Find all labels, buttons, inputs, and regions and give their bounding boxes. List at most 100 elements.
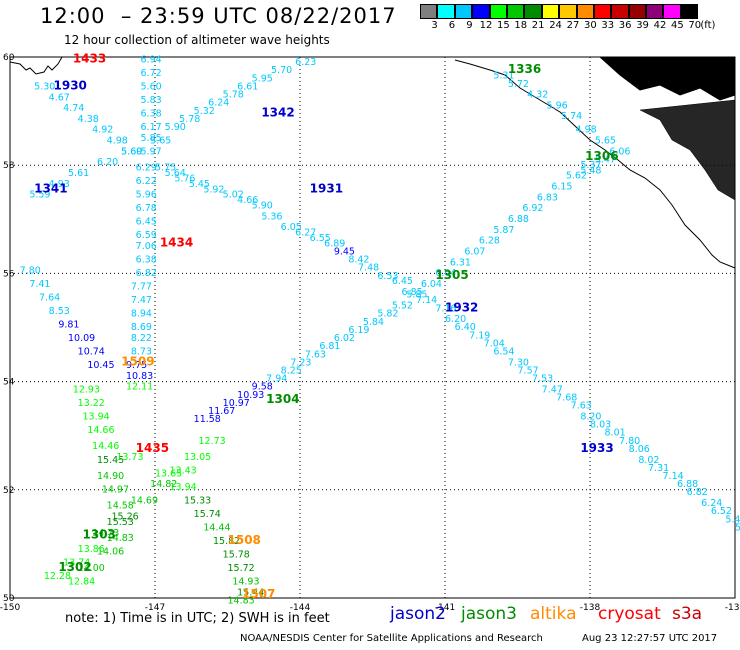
wave-height-value: 5.89 — [735, 522, 740, 533]
wave-height-value: 5.65 — [150, 136, 171, 147]
legend-swatch — [541, 4, 560, 19]
wave-height-value: 5.65 — [595, 136, 616, 147]
wave-height-value: 6.24 — [701, 498, 722, 509]
legend-tick-label: 3 — [431, 20, 438, 31]
wave-height-value: 14.83 — [107, 533, 134, 544]
legend-tick-label: 12 — [479, 20, 493, 31]
wave-height-value: 8.02 — [638, 455, 659, 466]
wave-height-value: 8.25 — [281, 365, 302, 376]
wave-height-value: 12.28 — [44, 571, 71, 582]
wave-height-value: 6.23 — [295, 57, 316, 68]
wave-height-value: 10.83 — [126, 371, 153, 382]
wave-height-value: 13.43 — [170, 466, 197, 477]
legend-tick-label: 6 — [448, 20, 456, 31]
wave-height-value: 7.31 — [648, 463, 669, 474]
page-title: 12:00 – 23:59 UTC 08/22/2017 — [40, 4, 397, 28]
wave-height-value: 5.60 — [141, 81, 162, 92]
wave-height-value: 8.22 — [131, 333, 152, 344]
pass-time-label: 1931 — [310, 181, 343, 195]
wave-height-value: 6.24 — [208, 98, 229, 109]
wave-height-value: 7.19 — [469, 330, 490, 341]
wave-height-value: 14.00 — [78, 563, 105, 574]
wave-height-value: 6.28 — [479, 236, 500, 247]
wave-height-value: 15.33 — [184, 495, 211, 506]
wave-height-value: 6.15 — [551, 182, 572, 193]
wave-height-value: 5.36 — [261, 211, 282, 222]
wave-height-value: 6.40 — [455, 322, 476, 333]
pass-time-label: 1434 — [160, 235, 193, 249]
generated-time: Aug 23 12:27:57 UTC 2017 — [582, 633, 718, 644]
coastline-alaska — [454, 59, 736, 269]
wave-height-value: 9.45 — [334, 246, 355, 257]
wave-height-value: 6.06 — [609, 146, 630, 157]
wave-height-value: 6.02 — [334, 333, 355, 344]
wave-height-value: 7.80 — [619, 436, 640, 447]
wave-height-value: 6.04 — [435, 268, 456, 279]
color-legend — [420, 4, 699, 19]
wave-height-value: 5.78 — [223, 90, 244, 101]
wave-height-value: 6.45 — [136, 217, 157, 228]
wave-height-value: 8.73 — [131, 347, 152, 358]
wave-height-value: 5.76 — [174, 173, 195, 184]
pass-time-label: 1433 — [73, 51, 106, 65]
legend-tick-label: 45 — [671, 20, 684, 31]
wave-height-value: 14.90 — [97, 471, 124, 482]
wave-height-value: 15.72 — [228, 563, 255, 574]
legend-swatch — [593, 4, 612, 19]
wave-height-value: 7.68 — [556, 393, 577, 404]
wave-height-value: 4.67 — [49, 92, 70, 103]
pass-time-label: 1507 — [242, 587, 275, 601]
wave-height-value: 5.02 — [223, 190, 244, 201]
legend-tick-label: 18 — [514, 20, 528, 31]
pass-time-label: 1302 — [58, 560, 91, 574]
lat-axis-label: 52 — [3, 486, 14, 496]
pass-time-label: 1303 — [83, 527, 116, 541]
pass-time-label: 1305 — [435, 268, 468, 282]
lat-axis-label: 50 — [3, 594, 15, 604]
lat-axis-label: 54 — [3, 378, 15, 388]
wave-height-value: 6.82 — [136, 268, 157, 279]
wave-height-value: 7.06 — [136, 241, 157, 252]
wave-height-value: 6.20 — [445, 314, 466, 325]
wave-height-value: 6.81 — [319, 341, 340, 352]
satellite-legend-item: jason2 — [390, 604, 446, 624]
wave-height-value: 8.42 — [348, 255, 369, 266]
wave-height-value: 7.14 — [416, 295, 437, 306]
wave-height-value: 7.80 — [20, 265, 41, 276]
wave-height-value: 10.09 — [68, 333, 95, 344]
wave-height-value: 13.86 — [78, 544, 105, 555]
wave-height-value: 6.85 — [402, 287, 423, 298]
wave-height-value: 14.93 — [232, 576, 259, 587]
wave-height-value: 13.65 — [155, 468, 182, 479]
pass-time-label: 1509 — [121, 354, 154, 368]
wave-height-value: 5.85 — [141, 133, 162, 144]
legend-tick-label: 42 — [653, 20, 667, 31]
legend-swatch — [506, 4, 525, 19]
wave-height-value: 14.73 — [92, 528, 119, 539]
wave-height-value: 15.44 — [237, 587, 264, 598]
wave-height-value: 15.82 — [213, 536, 240, 547]
wave-height-value: 8.01 — [605, 428, 626, 439]
wave-height-value: 6.04 — [421, 279, 442, 290]
land-fill-panhandle — [639, 99, 736, 201]
page-subtitle: 12 hour collection of altimeter wave hei… — [64, 33, 330, 47]
pass-time-label: 1336 — [508, 62, 541, 76]
wave-height-value: 12.93 — [73, 384, 100, 395]
wave-height-value: 8.03 — [590, 420, 611, 431]
legend-tick-label: 70 — [688, 20, 702, 31]
wave-height-value: 6.45 — [392, 276, 413, 287]
wave-height-value: 4.98 — [107, 136, 128, 147]
wave-height-value: 6.59 — [136, 230, 157, 241]
wave-height-value: 14.58 — [107, 501, 134, 512]
wave-height-value: 6.78 — [136, 203, 157, 214]
wave-height-value: 7.77 — [131, 282, 152, 293]
wave-height-value: 10.93 — [237, 390, 264, 401]
wave-height-value: 6.17 — [141, 122, 162, 133]
wave-height-value: 5.90 — [252, 200, 273, 211]
satellite-legend-item: cryosat — [598, 604, 661, 624]
wave-height-value: 6.07 — [464, 246, 485, 257]
wave-height-value: 7.16 — [435, 303, 456, 314]
wave-height-value: 5.31 — [493, 71, 514, 82]
legend-swatch — [559, 4, 577, 19]
wave-height-value: 5.69 — [121, 146, 142, 157]
